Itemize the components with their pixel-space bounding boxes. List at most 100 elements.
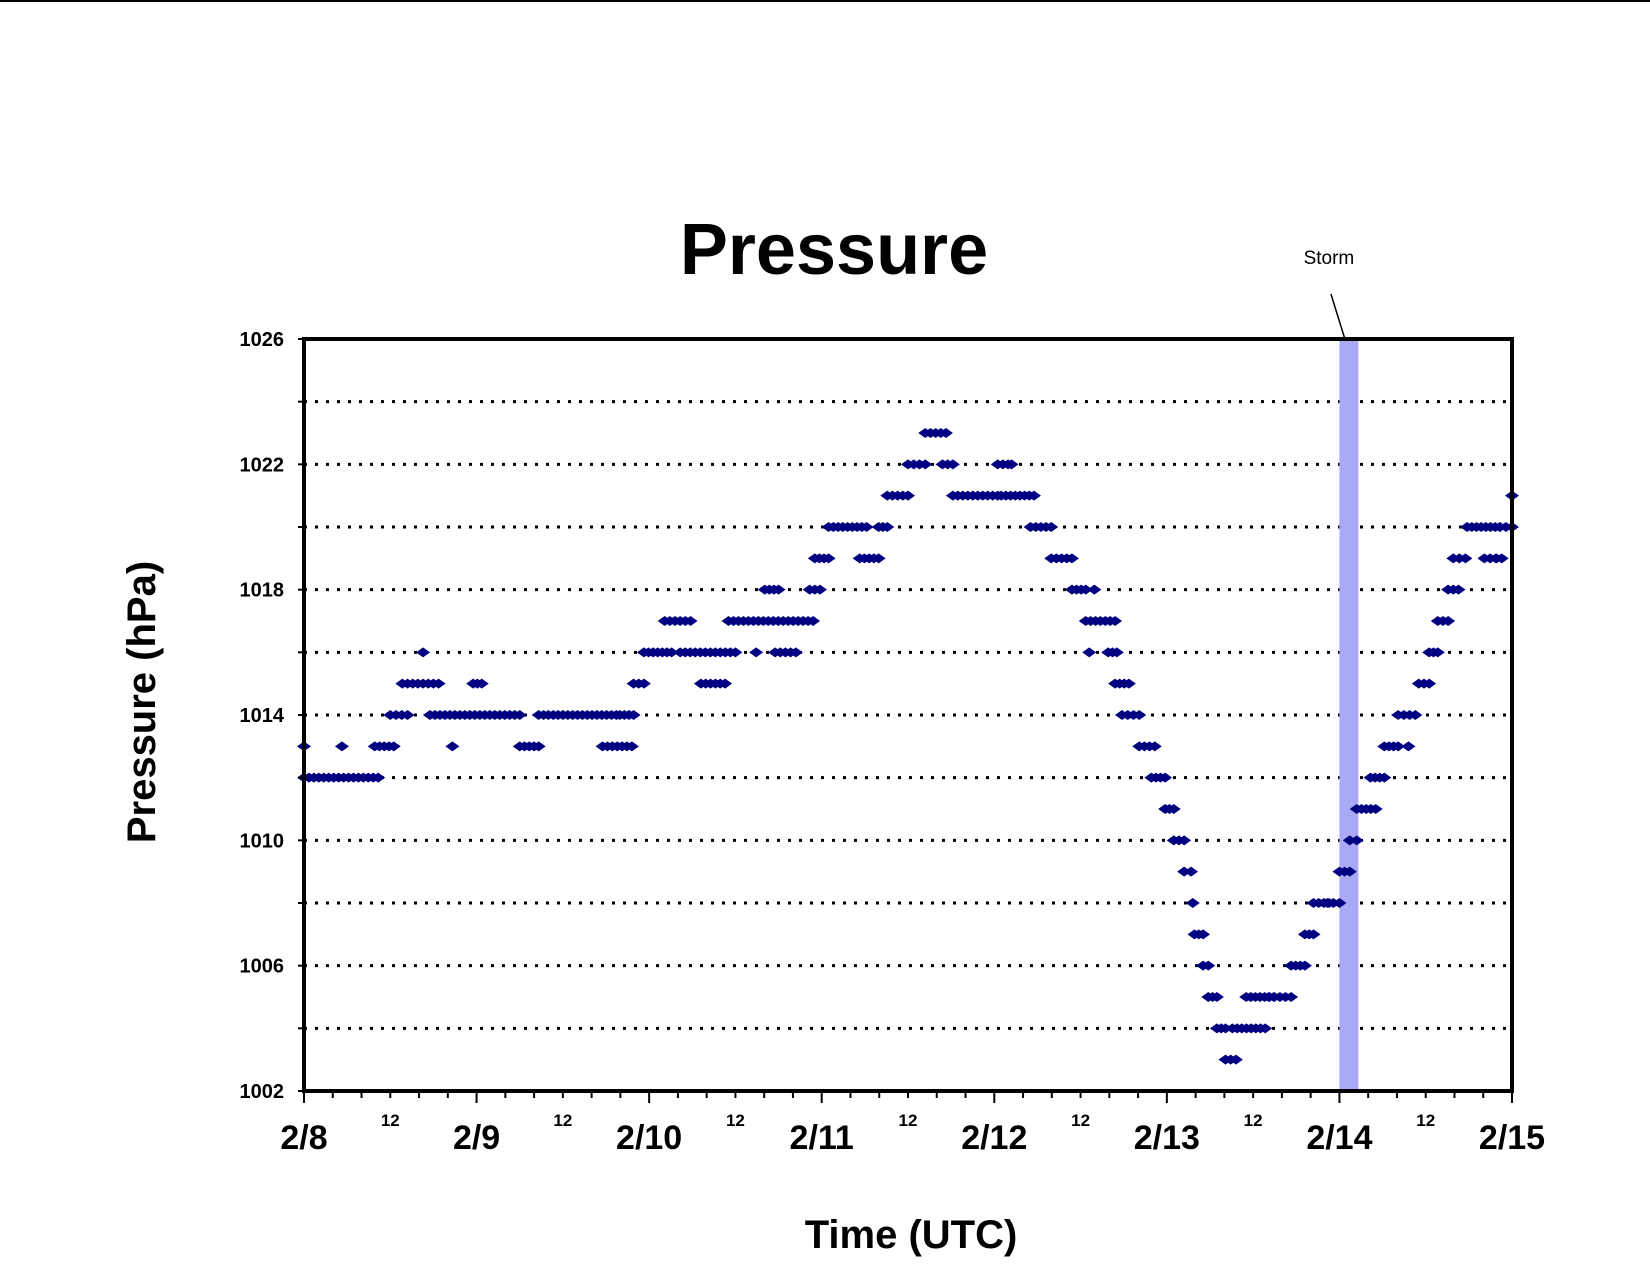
data-point [871,553,886,564]
x-noon-label: 12 [381,1111,400,1130]
x-noon-label: 12 [1071,1111,1090,1130]
data-point [1349,835,1364,846]
data-point [1401,741,1416,752]
top-border-line [0,0,1650,2]
data-point [683,616,698,626]
x-noon-label: 12 [1244,1111,1263,1130]
data-point [431,678,446,689]
data-point [1430,647,1445,658]
storm-label: Storm [1304,248,1355,269]
data-point [636,678,651,689]
data-point [1121,678,1136,689]
data-point [371,772,386,783]
y-tick-label: 1014 [240,705,285,727]
data-point [1441,616,1456,626]
y-tick-label: 1006 [240,956,285,978]
data-point [512,710,527,720]
data-point [1132,710,1147,720]
y-tick-label: 1026 [240,329,285,351]
data-point [1184,866,1199,877]
data-point [938,428,953,438]
data-point [1209,992,1224,1002]
chart-title: Pressure [680,210,988,290]
data-point [1196,929,1211,940]
data-point [806,616,821,626]
data-point [821,553,836,564]
data-point [1044,522,1059,532]
x-day-label: 2/14 [1306,1119,1372,1157]
y-tick-label: 1002 [240,1081,285,1103]
data-point [474,678,489,689]
x-day-label: 2/10 [616,1119,682,1157]
x-axis-title: Time (UTC) [805,1213,1018,1257]
data-point [1087,584,1102,595]
x-day-label: 2/12 [961,1119,1027,1157]
data-point [445,741,460,752]
data-point [1494,553,1509,564]
storm-band [1339,339,1359,1091]
data-point [626,710,641,720]
data-point [918,459,933,470]
data-point [1342,866,1357,877]
data-point [1109,647,1124,658]
data-point [788,647,803,658]
data-point [1258,1023,1273,1034]
data-point [812,584,827,595]
data-point [1306,929,1321,940]
data-point [1368,804,1383,814]
x-day-label: 2/15 [1479,1119,1545,1157]
data-point [1422,678,1437,689]
data-point [728,647,743,658]
data-point [771,584,786,595]
x-day-label: 2/13 [1134,1119,1200,1157]
data-point [1108,616,1123,626]
y-tick-label: 1022 [240,454,285,476]
data-point [1228,1054,1243,1065]
data-point [416,647,431,658]
data-point [901,490,915,501]
data-point [1158,772,1173,783]
x-axis: 2/8 2/9 2/10 2/11 2/12 2/13 2/14 2/15 12 12 12 12 12… [280,1091,1545,1157]
data-point [1297,960,1312,971]
data-point [859,522,874,532]
x-noon-label: 12 [726,1111,745,1130]
data-point [664,647,679,658]
data-point [1201,960,1216,971]
data-point [945,459,960,470]
x-day-label: 2/8 [280,1119,327,1157]
storm-leader-line [1330,293,1346,340]
data-points [297,428,1519,1065]
y-tick-label: 1010 [240,830,285,852]
data-point [1064,553,1079,564]
data-point [400,710,415,720]
data-point [334,741,349,752]
data-point [1451,584,1466,595]
y-axis: 1002 1006 1010 1014 1018 1022 1026 [240,329,304,1103]
x-day-label: 2/9 [453,1119,500,1157]
x-noon-label: 12 [553,1111,572,1130]
data-point [1185,898,1200,908]
data-point [624,741,639,752]
data-point [386,741,401,752]
data-point [1026,490,1041,501]
data-point [1004,459,1019,470]
data-point [1078,584,1093,595]
data-point [1332,898,1347,908]
data-point [1458,553,1473,564]
data-point [1408,710,1423,720]
data-point [1177,835,1192,846]
data-point [1391,741,1406,752]
data-point [1284,992,1299,1002]
data-point [1166,804,1181,814]
data-point [718,678,733,689]
data-point [1082,647,1097,658]
data-point [880,522,895,532]
x-noon-label: 12 [899,1111,918,1130]
y-tick-label: 1018 [240,580,285,602]
data-point [1147,741,1162,752]
x-noon-label: 12 [1416,1111,1435,1130]
y-axis-title: Pressure (hPa) [120,561,164,843]
data-point [531,741,546,752]
data-point [749,647,764,658]
